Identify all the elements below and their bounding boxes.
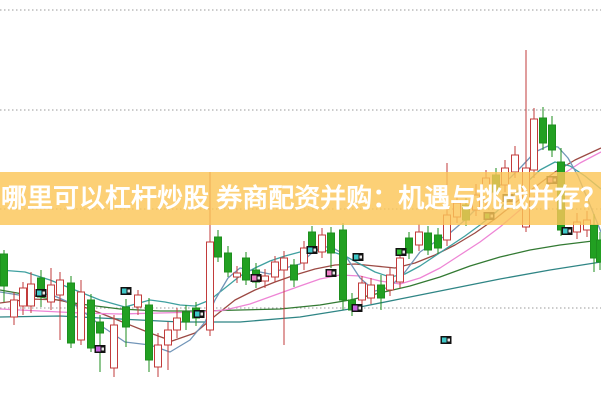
ma-slow-green	[0, 239, 601, 312]
signal-marker-dot	[568, 229, 571, 233]
candle-body	[511, 154, 519, 173]
candle-body	[300, 247, 308, 264]
signal-marker-dot	[313, 248, 316, 252]
candle-body	[145, 304, 153, 361]
signal-marker-dot	[402, 250, 405, 254]
candle-body	[242, 257, 250, 281]
candle-body	[164, 329, 172, 346]
candle-body	[67, 282, 75, 344]
candle-body	[405, 237, 413, 254]
candle-body	[96, 321, 104, 334]
candle-body	[110, 324, 118, 369]
candle-body	[10, 299, 18, 318]
candle-body	[214, 236, 222, 258]
candle-body	[596, 239, 601, 263]
candle-body	[424, 232, 432, 251]
candle-body	[224, 252, 232, 273]
candle-body	[290, 264, 298, 281]
candle-body	[182, 311, 190, 323]
candle-body	[530, 118, 538, 171]
candle-body	[280, 257, 288, 271]
candle-body	[56, 279, 64, 296]
signal-marker-dot	[101, 347, 104, 351]
signal-marker-dot	[200, 312, 203, 316]
candle-body	[539, 117, 547, 144]
signal-marker-dot	[359, 255, 362, 259]
candle-body	[367, 284, 375, 299]
candle-body	[19, 287, 27, 307]
candle-body	[122, 306, 130, 328]
candle-body	[308, 231, 316, 248]
signal-marker-accent	[308, 247, 313, 253]
signal-marker-accent	[563, 228, 568, 234]
signal-marker-dot	[332, 271, 335, 275]
candle-body	[206, 241, 214, 331]
candle-body	[327, 232, 335, 254]
signal-marker-accent	[195, 311, 200, 317]
candle-body	[0, 253, 8, 287]
signal-marker-accent	[442, 337, 447, 343]
signal-marker-dot	[358, 306, 361, 310]
signal-marker-accent	[37, 290, 42, 296]
signal-marker-dot	[447, 338, 450, 342]
candle-body	[87, 299, 95, 349]
candle-body	[154, 344, 162, 368]
candle-body	[261, 275, 269, 282]
signal-marker-accent	[397, 249, 402, 255]
signal-marker-accent	[327, 270, 332, 276]
headline-title: 哪里可以杠杆炒股 券商配资并购：机遇与挑战并存？	[1, 183, 601, 213]
signal-marker-dot	[257, 276, 260, 280]
headline-overlay-band: 哪里可以杠杆炒股 券商配资并购：机遇与挑战并存？	[0, 172, 601, 225]
candle-body	[358, 282, 366, 301]
ma-long-teal	[0, 261, 601, 323]
candle-body	[386, 274, 394, 291]
candle-body	[318, 234, 326, 253]
candle-body	[173, 317, 181, 331]
candle-body	[415, 231, 423, 246]
signal-marker-accent	[353, 305, 358, 311]
candle-body	[27, 283, 35, 307]
signal-marker-accent	[354, 254, 359, 260]
candle-body	[434, 234, 442, 249]
signal-marker-dot	[127, 289, 130, 293]
candle-body	[271, 261, 279, 278]
candle-body	[396, 257, 404, 283]
candle-body	[233, 272, 241, 278]
candle-body	[77, 291, 85, 341]
signal-marker-accent	[252, 275, 257, 281]
signal-marker-dot	[42, 291, 45, 295]
candle-body	[47, 284, 55, 303]
candle-body	[134, 294, 142, 308]
signal-marker-accent	[122, 288, 127, 294]
candle-body	[548, 124, 556, 151]
candle-body	[339, 229, 347, 301]
signal-marker-accent	[96, 346, 101, 352]
candle-body	[377, 284, 385, 299]
